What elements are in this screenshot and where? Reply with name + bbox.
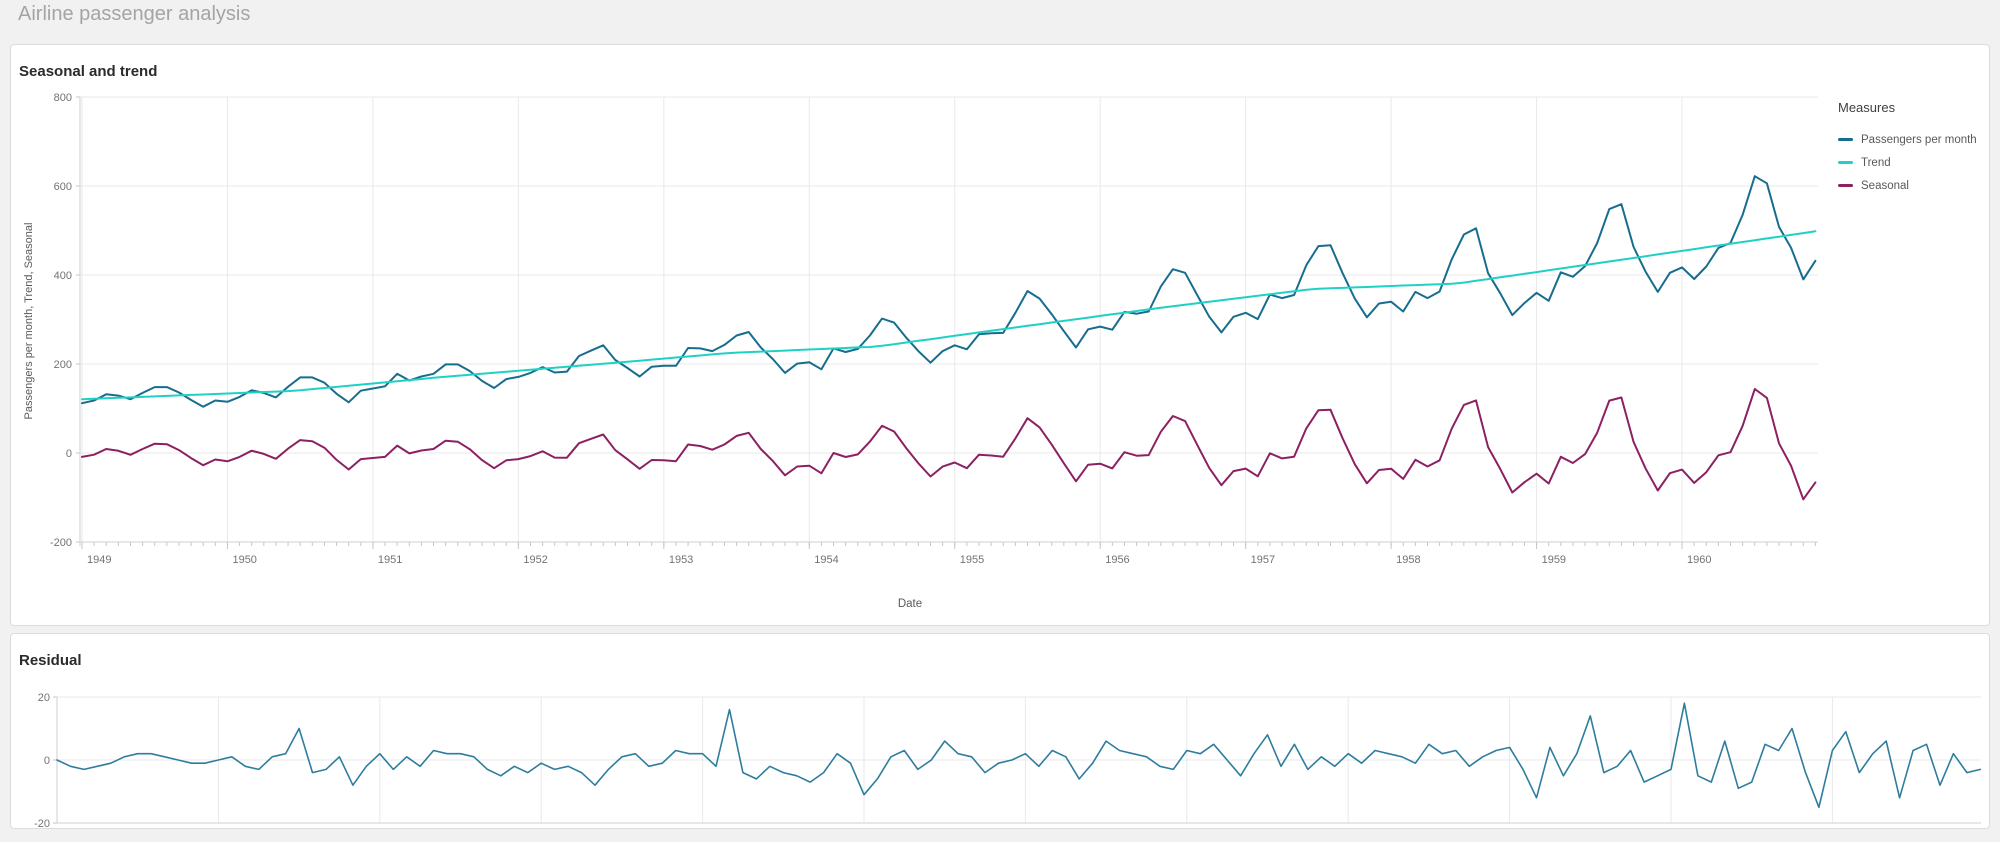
series-trend[interactable] <box>81 230 1817 401</box>
svg-text:1951: 1951 <box>378 554 402 566</box>
svg-text:1957: 1957 <box>1251 554 1275 566</box>
series-seasonal[interactable] <box>81 388 1817 501</box>
seasonal-trend-svg: 800 600 400 200 0 -200 1949 1950 1951 1952 1953 195… <box>50 92 1818 566</box>
legend-line-swatch <box>1838 184 1853 187</box>
svg-text:1956: 1956 <box>1105 554 1129 566</box>
series-passengers-per-month[interactable] <box>81 175 1817 408</box>
legend-line-swatch <box>1838 138 1853 141</box>
svg-text:1954: 1954 <box>814 554 838 566</box>
svg-text:200: 200 <box>54 359 72 371</box>
legend-item-seasonal: Seasonal <box>1838 174 1988 197</box>
svg-text:20: 20 <box>38 692 50 704</box>
legend-item-label: Trend <box>1861 156 1891 169</box>
svg-text:1952: 1952 <box>523 554 547 566</box>
residual-card: Residual 20 0 -20 <box>10 633 1990 829</box>
legend-item-passengers-per-month: Passengers per month <box>1838 128 1988 151</box>
svg-text:1953: 1953 <box>669 554 693 566</box>
svg-text:0: 0 <box>66 448 72 460</box>
residual-svg: 20 0 -20 <box>34 692 1982 828</box>
seasonal-trend-chart-title: Seasonal and trend <box>19 63 158 81</box>
svg-text:1955: 1955 <box>960 554 984 566</box>
seasonal-trend-chart[interactable]: 800 600 400 200 0 -200 1949 1950 1951 1952 1953 195… <box>11 45 1989 625</box>
svg-text:600: 600 <box>54 181 72 193</box>
legend: Measures Passengers per month Trend Season… <box>1838 100 1988 197</box>
svg-text:1950: 1950 <box>232 554 256 566</box>
x-axis-title: Date <box>897 598 923 610</box>
legend-item-label: Seasonal <box>1861 179 1909 192</box>
legend-title: Measures <box>1838 100 1896 115</box>
residual-chart-title: Residual <box>19 652 82 670</box>
legend-line-swatch <box>1838 161 1853 164</box>
svg-text:1960: 1960 <box>1687 554 1711 566</box>
legend-items: Passengers per month Trend Seasonal <box>1838 128 1988 197</box>
seasonal-trend-card: Seasonal and trend 800 600 400 200 0 -200 1949… <box>10 44 1990 626</box>
svg-text:-200: -200 <box>50 537 72 549</box>
series-residual[interactable] <box>56 702 1982 809</box>
svg-text:1949: 1949 <box>87 554 111 566</box>
svg-text:-20: -20 <box>34 818 50 828</box>
svg-text:800: 800 <box>54 92 72 104</box>
y-axis-title: Passengers per month, Trend, Seasonal <box>23 222 35 420</box>
svg-text:1958: 1958 <box>1396 554 1420 566</box>
svg-text:1959: 1959 <box>1542 554 1566 566</box>
residual-chart[interactable]: 20 0 -20 <box>11 634 1989 828</box>
legend-item-trend: Trend <box>1838 151 1988 174</box>
svg-text:400: 400 <box>54 270 72 282</box>
legend-item-label: Passengers per month <box>1861 133 1977 146</box>
svg-text:0: 0 <box>44 755 50 767</box>
sheet-title: Airline passenger analysis <box>18 3 251 25</box>
